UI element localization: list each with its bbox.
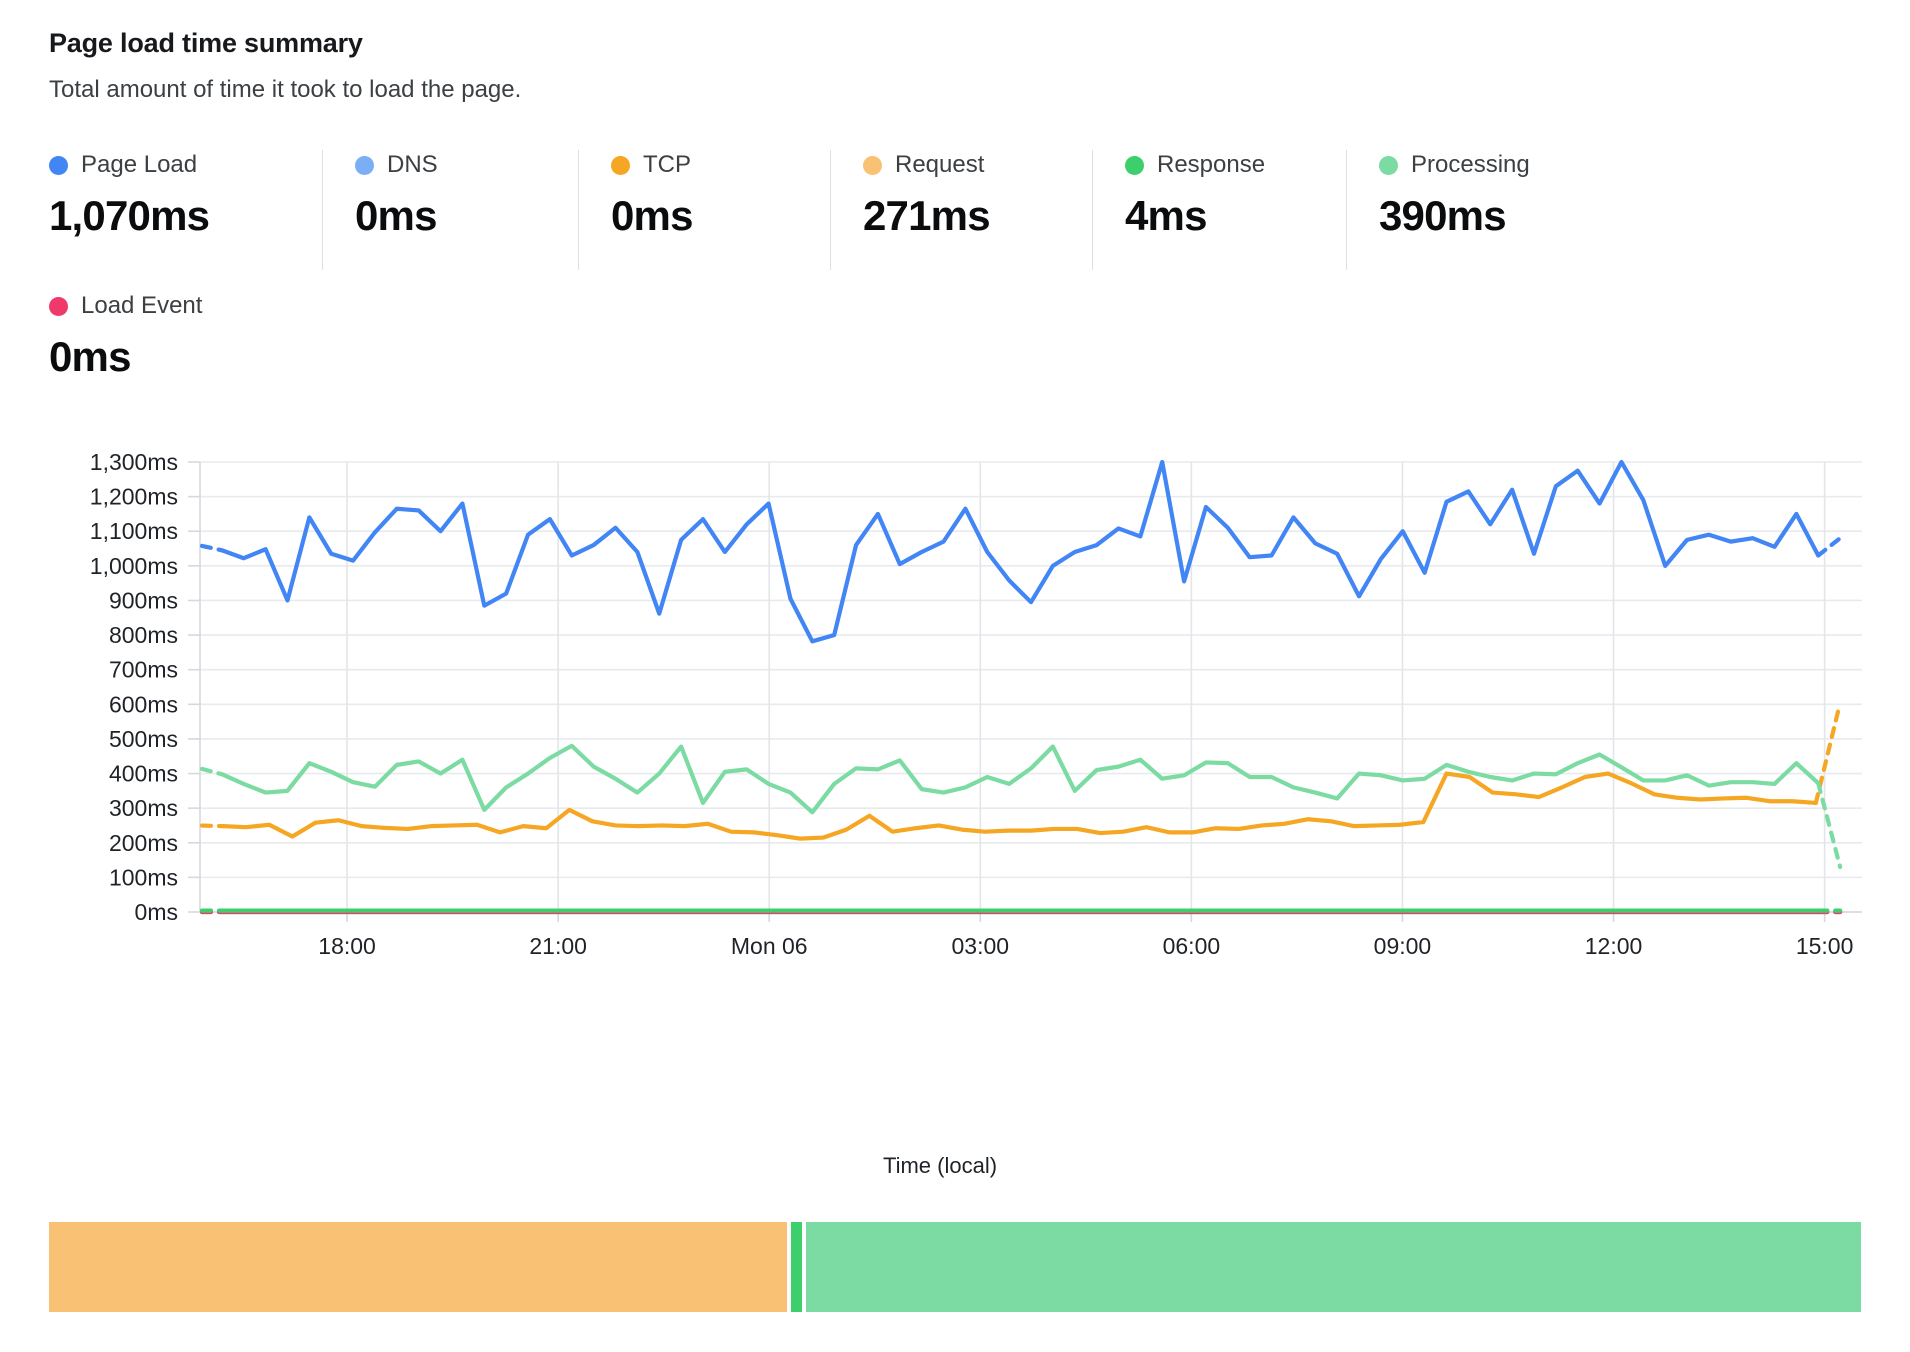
summary-stats-row: Page Load 1,070ms DNS 0ms TCP 0ms Request 271ms… [49,150,1859,270]
series-lead-in-page-load [199,543,224,553]
series-line-request [220,771,1818,841]
series-lead-out-processing [1816,781,1843,870]
series-line-page-load [219,459,1821,644]
bar-segment-request [49,1222,788,1312]
stat-card-tcp: TCP 0ms [578,150,830,270]
bar-segment-response [791,1222,803,1312]
stat-value: 0ms [49,333,131,380]
stat-card-request: Request 271ms [830,150,1092,270]
x-tick-label: 06:00 [1163,933,1221,959]
y-tick-label: 800ms [109,622,178,648]
legend-dot-page-load-icon [49,155,68,175]
legend-dot-processing-icon [1379,155,1398,175]
y-tick-label: 100ms [109,864,178,890]
x-tick-label: 03:00 [952,933,1010,959]
legend-dot-tcp-icon [611,155,630,175]
x-tick-label: 12:00 [1585,933,1643,959]
y-tick-label: 0ms [135,899,178,925]
stat-card-response: Response 4ms [1092,150,1346,270]
y-tick-label: 1,200ms [90,484,178,510]
stat-label: Request [895,151,985,178]
y-tick-label: 300ms [109,795,178,821]
page-subtitle: Total amount of time it took to load the… [49,76,522,103]
legend-dot-load-event-icon [49,296,68,316]
x-tick-label: 09:00 [1374,933,1432,959]
stat-label: Page Load [81,151,198,178]
stat-value: 0ms [355,192,437,239]
bar-segment-processing [806,1222,1861,1312]
stat-value: 271ms [863,192,991,239]
series-line-processing [219,743,1821,815]
x-tick-label: Mon 06 [731,933,808,959]
legend-dot-response-icon [1125,155,1144,175]
page-title: Page load time summary [49,28,363,58]
series-lead-out-page-load [1816,536,1843,558]
stat-label: DNS [387,151,438,178]
y-tick-label: 200ms [109,830,178,856]
chart-svg: 0ms 100ms 200ms 300ms 400ms 500ms 600ms 700ms 80… [90,449,1862,959]
series-lead-in-processing [199,766,224,777]
stat-value: 1,070ms [49,192,210,239]
x-tick-label: 18:00 [318,933,376,959]
page-load-time-chart: 0ms 100ms 200ms 300ms 400ms 500ms 600ms 700ms 80… [0,430,1910,990]
phase-breakdown-bar [49,1222,1861,1312]
stat-value: 390ms [1379,192,1507,239]
y-tick-label: 500ms [109,726,178,752]
stat-label: Load Event [81,292,203,319]
legend-dot-request-icon [863,155,882,175]
stat-card-dns: DNS 0ms [322,150,578,270]
y-tick-label: 1,000ms [90,553,178,579]
stat-card-processing: Processing 390ms [1346,150,1646,270]
y-tick-label: 1,300ms [90,449,178,475]
stat-card-page-load: Page Load 1,070ms [49,150,322,270]
y-tick-label: 400ms [109,761,178,787]
stat-label: TCP [643,151,691,178]
stat-label: Response [1157,151,1266,178]
y-tick-label: 1,100ms [90,518,178,544]
stat-value: 0ms [611,192,693,239]
stat-value: 4ms [1125,192,1207,239]
x-tick-label: 21:00 [529,933,587,959]
y-tick-label: 700ms [109,657,178,683]
y-tick-label: 600ms [109,691,178,717]
x-axis-title: Time (local) [882,1153,998,1178]
y-tick-label: 900ms [109,587,178,613]
x-tick-label: 15:00 [1796,933,1854,959]
stat-card-load-event: Load Event 0ms [49,291,236,411]
summary-stats-row-secondary: Load Event 0ms [49,291,449,411]
series-lead-in-request [199,823,226,829]
legend-dot-dns-icon [355,155,374,175]
stat-label: Processing [1411,151,1530,178]
